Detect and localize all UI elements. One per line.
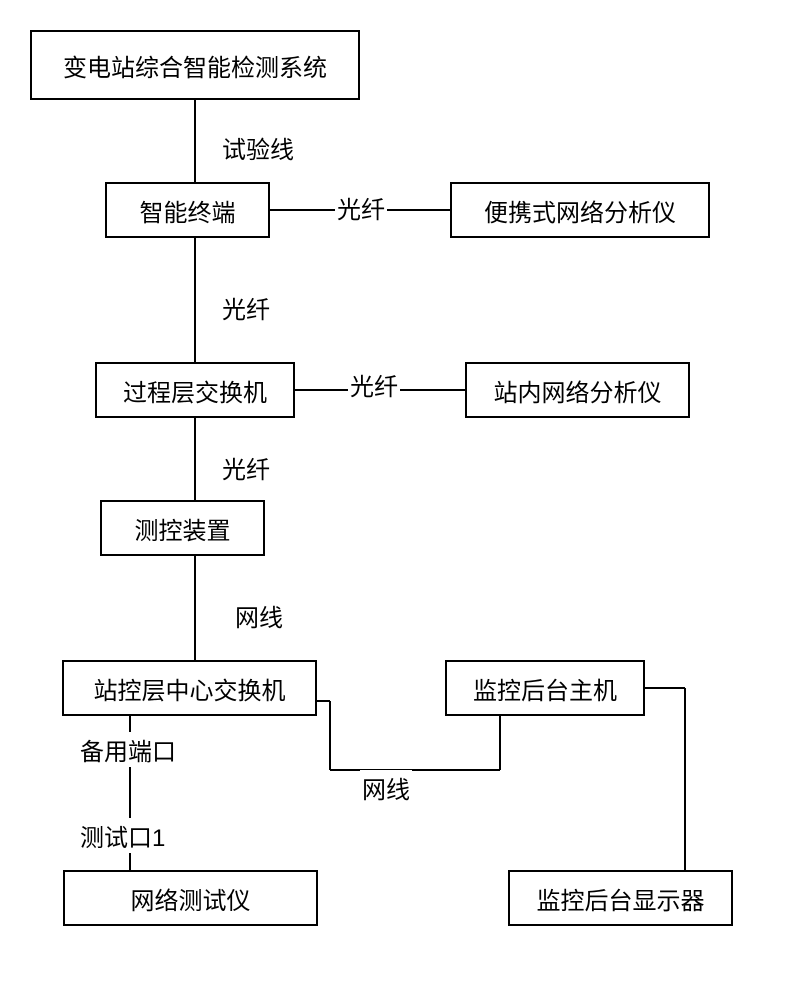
edge-label-fiber-1: 光纤 <box>335 190 387 225</box>
edge-label-fiber-4: 光纤 <box>220 450 272 485</box>
node-label: 站控层中心交换机 <box>94 671 286 706</box>
node-label: 智能终端 <box>140 193 236 228</box>
node-monitor-display: 监控后台显示器 <box>508 870 733 926</box>
edge-label-test-port-1: 测试口1 <box>78 818 167 853</box>
node-label: 监控后台显示器 <box>537 881 705 916</box>
edge-label-fiber-3: 光纤 <box>348 367 400 402</box>
edge-label-test-line: 试验线 <box>220 130 296 165</box>
node-smart-terminal: 智能终端 <box>105 182 270 238</box>
node-label: 变电站综合智能检测系统 <box>63 48 327 83</box>
edge-label-backup-port: 备用端口 <box>78 732 178 767</box>
node-substation-system: 变电站综合智能检测系统 <box>30 30 360 100</box>
edge-label-ethernet-1: 网线 <box>233 598 285 633</box>
node-network-tester: 网络测试仪 <box>63 870 318 926</box>
edge-label-ethernet-2: 网线 <box>360 770 412 805</box>
node-station-analyzer: 站内网络分析仪 <box>465 362 690 418</box>
node-label: 监控后台主机 <box>473 671 617 706</box>
node-label: 便携式网络分析仪 <box>484 193 676 228</box>
node-label: 过程层交换机 <box>123 373 267 408</box>
node-station-switch: 站控层中心交换机 <box>62 660 317 716</box>
node-monitor-host: 监控后台主机 <box>445 660 645 716</box>
node-label: 网络测试仪 <box>131 881 251 916</box>
edge-label-fiber-2: 光纤 <box>220 290 272 325</box>
node-label: 测控装置 <box>135 511 231 546</box>
node-process-switch: 过程层交换机 <box>95 362 295 418</box>
diagram-canvas: { "diagram": { "type": "flowchart", "bac… <box>0 0 790 1000</box>
node-portable-analyzer: 便携式网络分析仪 <box>450 182 710 238</box>
node-label: 站内网络分析仪 <box>494 373 662 408</box>
node-measure-control: 测控装置 <box>100 500 265 556</box>
